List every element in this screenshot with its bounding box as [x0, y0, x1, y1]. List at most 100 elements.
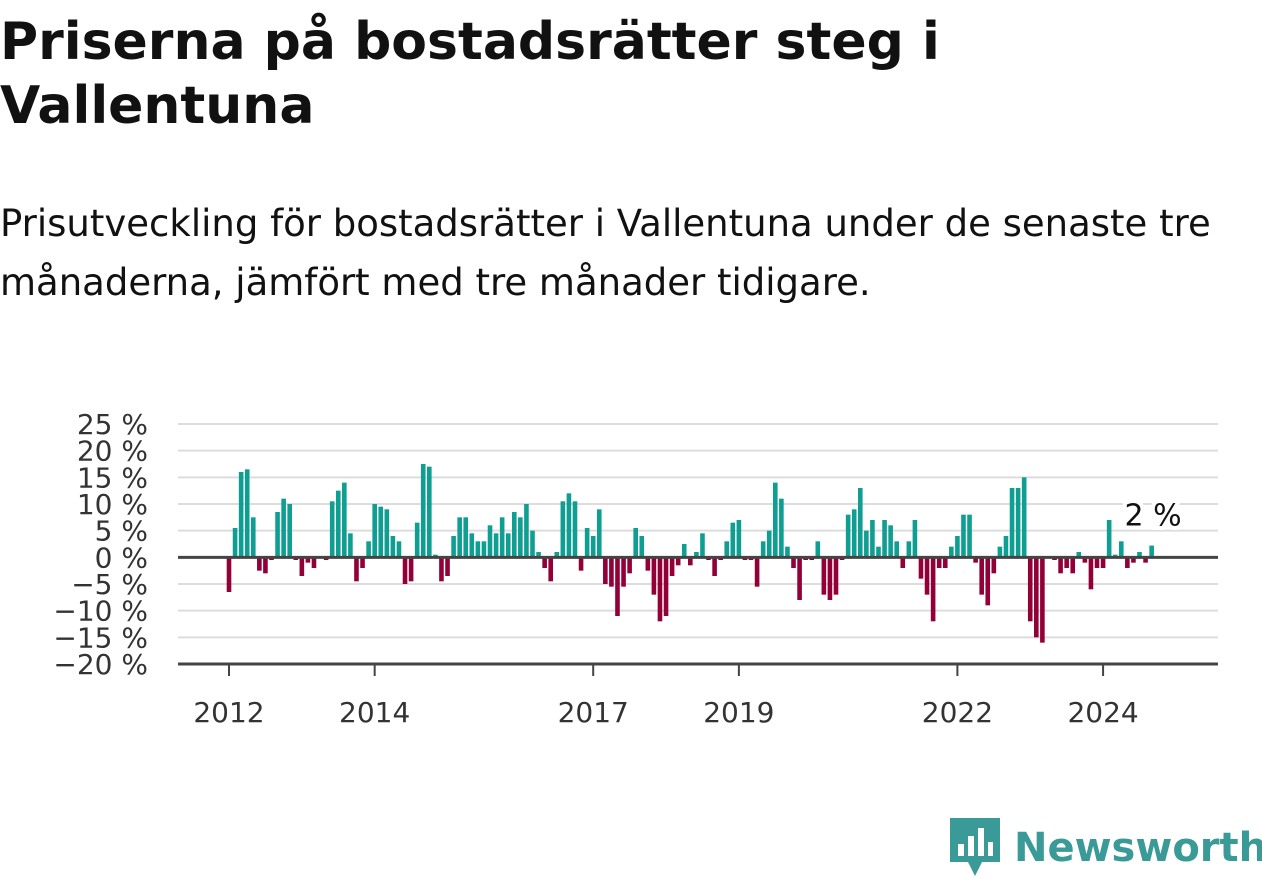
bar [766, 530, 772, 558]
bar [779, 498, 784, 558]
bar [603, 557, 608, 584]
bar [633, 528, 638, 558]
brand-logo: Newsworthy [950, 818, 1262, 878]
bar [257, 557, 262, 571]
bar [511, 512, 517, 558]
bar [469, 533, 475, 558]
bar [360, 557, 365, 568]
bar [900, 557, 906, 568]
bar [1125, 557, 1130, 568]
bar [354, 557, 359, 582]
bar [536, 552, 541, 558]
bar [329, 501, 335, 558]
y-tick-label: 15 % [77, 461, 148, 494]
bar [1082, 557, 1088, 563]
bar [675, 557, 681, 566]
bar [487, 525, 493, 558]
y-tick-label: −15 % [53, 621, 148, 654]
chart-title: Priserna på bostadsrätter steg i Vallent… [0, 12, 940, 136]
bar [366, 541, 371, 558]
bar [1143, 557, 1148, 563]
bar [681, 544, 687, 558]
bar [287, 504, 292, 558]
bar [639, 536, 645, 558]
bar [669, 557, 675, 576]
bar [1076, 552, 1082, 558]
bar [342, 482, 347, 558]
bar [402, 557, 408, 584]
bar [250, 517, 256, 558]
bar [815, 541, 821, 558]
bar [645, 557, 651, 571]
bar [985, 557, 991, 606]
bar [627, 557, 632, 574]
bar [390, 536, 396, 558]
bar [1003, 536, 1009, 558]
bar [554, 552, 560, 558]
bar [609, 557, 614, 587]
x-tick-label: 2022 [922, 696, 993, 729]
bar [408, 557, 414, 582]
bar [1034, 557, 1039, 638]
bar [1088, 557, 1094, 590]
bar [712, 557, 717, 576]
bar [1058, 557, 1063, 574]
bar [427, 466, 432, 558]
x-tick-label: 2024 [1067, 696, 1138, 729]
bar [396, 541, 402, 558]
bar [1118, 541, 1124, 558]
bar [724, 541, 730, 558]
bar [518, 517, 523, 558]
bar [845, 514, 851, 558]
bar [1064, 557, 1069, 568]
y-tick-label: −20 % [53, 648, 148, 681]
bar [414, 522, 420, 558]
brand-name: Newsworthy [1014, 825, 1262, 871]
bar [560, 501, 566, 558]
bar [688, 557, 693, 566]
bar [420, 464, 426, 558]
bar [232, 528, 238, 558]
bar [1009, 488, 1015, 558]
bar [930, 557, 936, 622]
bar [821, 557, 827, 595]
last-value-callout: 2 % [1124, 499, 1181, 534]
bar [524, 504, 529, 558]
y-tick-label: 5 % [95, 515, 148, 548]
bar-chart: 25 %20 %15 %10 %5 %0 %−5 %−10 %−15 %−20 … [53, 408, 1218, 729]
bar [238, 472, 244, 558]
bar [851, 509, 857, 558]
bar [1027, 557, 1033, 622]
bar [1149, 545, 1154, 558]
y-tick-label: 10 % [77, 488, 148, 521]
bar [590, 536, 596, 558]
bar [530, 530, 535, 558]
y-tick-label: 20 % [77, 435, 148, 468]
bar [827, 557, 833, 600]
bar [1131, 557, 1136, 563]
bar [481, 541, 487, 558]
bar [797, 557, 802, 600]
bar [572, 501, 578, 558]
bar [578, 557, 584, 571]
bar [1094, 557, 1100, 568]
bars [226, 464, 1154, 643]
bar [785, 546, 790, 558]
bar [876, 546, 881, 558]
bar [894, 541, 899, 558]
bar [906, 541, 912, 558]
bar [949, 546, 954, 558]
bar [700, 533, 705, 558]
bar [548, 557, 554, 582]
bar [348, 533, 353, 558]
bar [615, 557, 620, 616]
bar [335, 490, 341, 558]
bar [311, 557, 317, 568]
bar [439, 557, 444, 582]
annotation: 2 % [1120, 495, 1185, 538]
bar [912, 520, 918, 558]
y-axis-labels: 25 %20 %15 %10 %5 %0 %−5 %−10 %−15 %−20 … [53, 408, 148, 681]
bar [1040, 557, 1045, 643]
bar [1137, 552, 1142, 558]
bar-chart-speech-bubble-icon [950, 818, 1000, 876]
